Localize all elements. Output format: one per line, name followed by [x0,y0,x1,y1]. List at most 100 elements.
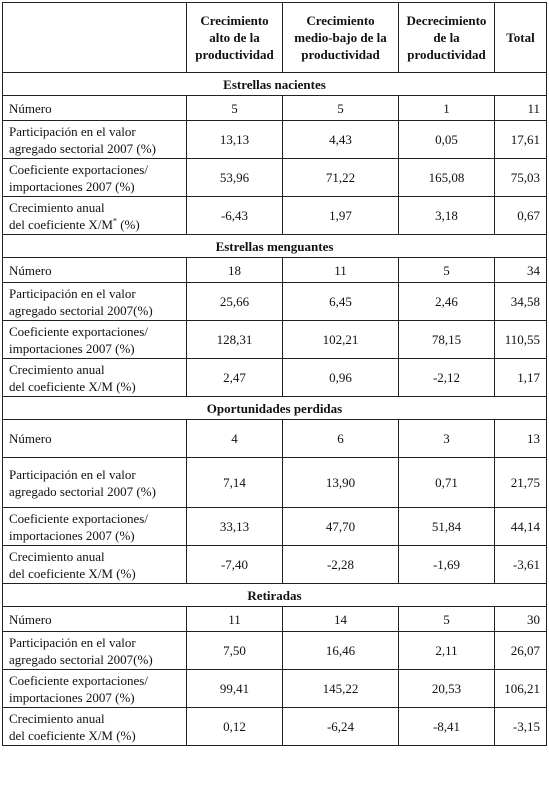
row-label: Crecimiento anual del coeficiente X/M (%) [2,707,187,746]
table-row: Crecimiento anual del coeficiente X/M* (%… [2,196,547,235]
row-label: Participación en el valor agregado sector… [2,457,187,508]
table-cell: 11 [282,257,399,283]
table-cell: 51,84 [398,507,495,546]
row-label-line2: agregado sectorial 2007(%) [9,302,153,318]
table-cell: -2,12 [398,358,495,397]
row-label-line2: agregado sectorial 2007 (%) [9,483,156,499]
table-cell: 6,45 [282,282,399,321]
table-cell: 26,07 [494,631,547,670]
table-cell: 5 [398,257,495,283]
row-label-line2: agregado sectorial 2007(%) [9,651,153,667]
table-cell: 2,11 [398,631,495,670]
table-cell: -1,69 [398,545,495,584]
table-cell: 13,13 [186,120,283,159]
table-cell: 75,03 [494,158,547,197]
table-cell: -8,41 [398,707,495,746]
table-cell: 3,18 [398,196,495,235]
header-crecimiento-medio-bajo: Crecimiento medio-bajo de la productivid… [282,2,399,73]
section-title: Oportunidades perdidas [2,396,547,420]
row-label-line1: Número [9,262,52,278]
table-row: Coeficiente exportaciones/importaciones … [2,158,547,197]
header-decrecimiento: Decrecimiento de la productividad [398,2,495,73]
section-row: Estrellas nacientes [2,72,547,96]
footnote-marker: * [112,216,117,226]
row-label: Participación en el valor agregado sector… [2,282,187,321]
table-cell: -2,28 [282,545,399,584]
productivity-table: Crecimiento alto de la productividad Cre… [2,2,547,746]
row-label-line1: Crecimiento anual [9,710,105,726]
table-cell: 0,12 [186,707,283,746]
table-cell: -6,43 [186,196,283,235]
row-label-line1: Coeficiente exportaciones/ [9,323,148,339]
row-label-line2: importaciones 2007 (%) [9,340,135,356]
table-cell: 33,13 [186,507,283,546]
row-label-line2: importaciones 2007 (%) [9,689,135,705]
section-row: Oportunidades perdidas [2,396,547,420]
row-label: Participación en el valor agregado sector… [2,120,187,159]
table-cell: 106,21 [494,669,547,708]
table-cell: 99,41 [186,669,283,708]
table-cell: 145,22 [282,669,399,708]
row-label-line1: Número [9,100,52,116]
table-cell: 3 [398,419,495,458]
table-cell: 17,61 [494,120,547,159]
header-total: Total [494,2,547,73]
row-label-line2: del coeficiente X/M (%) [9,378,136,394]
table-cell: 34 [494,257,547,283]
table-cell: 71,22 [282,158,399,197]
table-cell: 18 [186,257,283,283]
row-label: Coeficiente exportaciones/importaciones … [2,158,187,197]
table-cell: 25,66 [186,282,283,321]
header-row: Crecimiento alto de la productividad Cre… [2,2,547,73]
table-cell: 13,90 [282,457,399,508]
table-cell: 2,47 [186,358,283,397]
row-label-line1: Crecimiento anual [9,199,105,215]
table-cell: 13 [494,419,547,458]
table-cell: 20,53 [398,669,495,708]
row-label-line2: del coeficiente X/M (%) [9,727,136,743]
table-row: Número 11 14 5 30 [2,606,547,632]
table-cell: 14 [282,606,399,632]
table-cell: 110,55 [494,320,547,359]
table-cell: 0,71 [398,457,495,508]
row-label-line2: del coeficiente X/M [9,216,113,232]
row-label: Crecimiento anual del coeficiente X/M (%) [2,545,187,584]
row-label: Participación en el valor agregado sector… [2,631,187,670]
table-cell: 1 [398,95,495,121]
table-cell: 1,17 [494,358,547,397]
row-label-line1: Participación en el valor [9,285,136,301]
table-cell: 4 [186,419,283,458]
table-cell: 1,97 [282,196,399,235]
row-label: Crecimiento anual del coeficiente X/M (%) [2,358,187,397]
section-title: Estrellas nacientes [2,72,547,96]
table-cell: 0,96 [282,358,399,397]
table-cell: 165,08 [398,158,495,197]
row-label-line1: Participación en el valor [9,634,136,650]
row-label-line2: importaciones 2007 (%) [9,527,135,543]
table-cell: -3,15 [494,707,547,746]
table-cell: 7,50 [186,631,283,670]
table-row: Participación en el valor agregado sector… [2,631,547,670]
row-label: Crecimiento anual del coeficiente X/M* (%… [2,196,187,235]
table-row: Participación en el valor agregado sector… [2,457,547,508]
row-label: Número [2,419,187,458]
row-label-line1: Crecimiento anual [9,361,105,377]
table-cell: 102,21 [282,320,399,359]
table-cell: 5 [186,95,283,121]
row-label: Número [2,95,187,121]
table-cell: 7,14 [186,457,283,508]
section-title: Estrellas menguantes [2,234,547,258]
section-row: Retiradas [2,583,547,607]
row-label-line2-end: (%) [116,216,140,232]
header-crecimiento-alto: Crecimiento alto de la productividad [186,2,283,73]
table-row: Participación en el valor agregado sector… [2,282,547,321]
row-label: Coeficiente exportaciones/importaciones … [2,320,187,359]
section-title: Retiradas [2,583,547,607]
table-row: Crecimiento anual del coeficiente X/M (%)… [2,358,547,397]
table-cell: 0,67 [494,196,547,235]
table-cell: 11 [186,606,283,632]
table-cell: 21,75 [494,457,547,508]
table-cell: 6 [282,419,399,458]
table-cell: 11 [494,95,547,121]
row-label-line1: Coeficiente exportaciones/ [9,161,148,177]
